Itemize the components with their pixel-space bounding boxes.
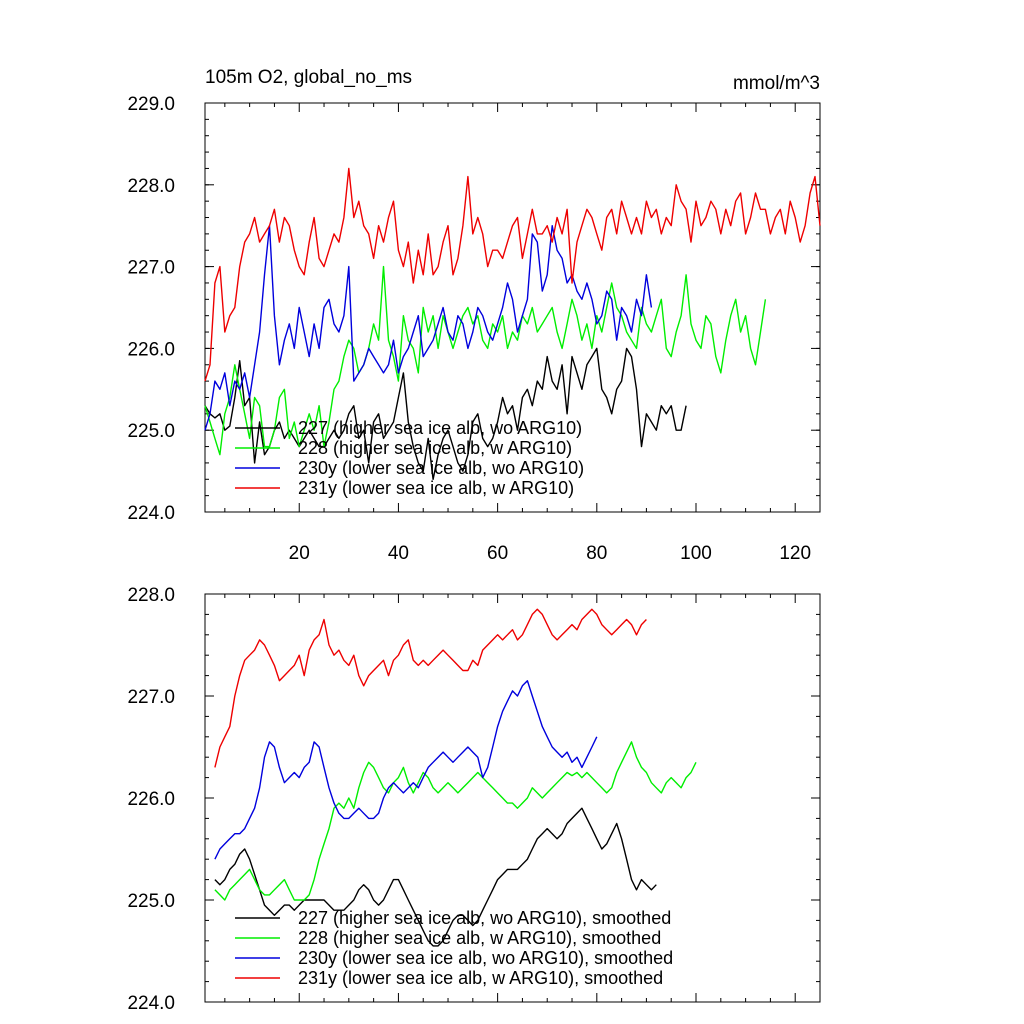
legend-label-4: 231y (lower sea ice alb, w ARG10), smoot… (298, 968, 663, 988)
y-tick-label: 225.0 (127, 421, 175, 442)
y-tick-label: 228.0 (127, 176, 175, 197)
x-tick-label: 80 (586, 543, 607, 564)
panel-1: 224.0 225.0 226.0 227.0 228.0 229.0 20 40 60 80 10… (127, 67, 821, 564)
x-tick-label: 120 (779, 543, 811, 564)
series-line-4 (204, 167, 821, 382)
series-line-3 (204, 224, 653, 431)
x-tick-label: 60 (487, 543, 508, 564)
legend-label-2: 228 (higher sea ice alb, w ARG10), smoot… (298, 928, 661, 948)
chart-title: 105m O2, global_no_ms (205, 67, 412, 88)
y-tick-label: 224.0 (127, 503, 175, 524)
y-tick-label: 224.0 (127, 993, 175, 1014)
legend-label-3: 230y (lower sea ice alb, wo ARG10), smoo… (298, 948, 673, 968)
series-line-4 (214, 608, 647, 768)
x-tick-label: 20 (289, 543, 310, 564)
y-tick-label: 226.0 (127, 789, 175, 810)
series-line-2 (204, 265, 767, 456)
y-tick-label: 229.0 (127, 94, 175, 115)
series-line-1 (214, 807, 657, 947)
panel-2: 224.0 225.0 226.0 227.0 228.0 227 (higher sea… (127, 585, 821, 1014)
x-tick-label: 100 (680, 543, 712, 564)
series-line-3 (214, 680, 598, 860)
y-tick-label: 228.0 (127, 585, 175, 606)
y-tick-label: 227.0 (127, 258, 175, 279)
legend-label-1: 227 (higher sea ice alb, wo ARG10) (298, 418, 582, 438)
units-label: mmol/m^3 (733, 73, 820, 94)
series-line-1 (204, 347, 687, 480)
plot-frame (204, 102, 821, 513)
y-tick-label: 225.0 (127, 891, 175, 912)
legend-label-2: 228 (higher sea ice alb, w ARG10) (298, 438, 572, 458)
legend-label-1: 227 (higher sea ice alb, wo ARG10), smoo… (298, 908, 671, 928)
legend-label-4: 231y (lower sea ice alb, w ARG10) (298, 478, 574, 498)
y-tick-label: 226.0 (127, 339, 175, 360)
y-tick-label: 227.0 (127, 687, 175, 708)
x-tick-label: 40 (388, 543, 409, 564)
series-line-2 (214, 741, 697, 901)
legend-label-3: 230y (lower sea ice alb, wo ARG10) (298, 458, 584, 478)
